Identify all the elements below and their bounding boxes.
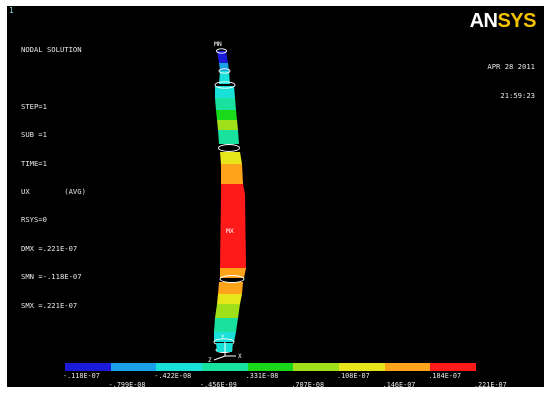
legend-color-bar	[65, 363, 476, 371]
legend-swatch	[65, 363, 111, 371]
info-line: SMN =-.118E-07	[21, 272, 82, 282]
max-marker: MX	[226, 227, 234, 235]
time-text: 21:59:23	[500, 90, 535, 100]
legend-swatch	[430, 363, 476, 371]
info-line: RSYS=0	[21, 215, 47, 225]
axis-z-label: Z	[208, 357, 212, 364]
min-marker: MN	[214, 40, 222, 48]
info-line: DMX =.221E-07	[21, 243, 78, 253]
info-line: STEP=1	[21, 101, 47, 111]
legend-swatch	[156, 363, 202, 371]
window-number: 1	[9, 6, 14, 15]
legend-label: -.422E-08	[154, 372, 192, 380]
legend-label: -.118E-07	[63, 372, 100, 380]
logo-part-2: SYS	[497, 10, 536, 32]
legend-swatch	[293, 363, 339, 371]
solution-info-panel: NODAL SOLUTION STEP=1 SUB =1 TIME=1 UX (…	[21, 26, 86, 329]
beam-model: MN MX Y X Z	[208, 40, 246, 364]
info-line: UX (AVG)	[21, 187, 86, 197]
axis-y-label: Y	[221, 334, 225, 341]
info-line: TIME=1	[21, 158, 47, 168]
graphics-viewport[interactable]: 1 NODAL SOLUTION STEP=1 SUB =1 TIME=1 UX…	[7, 6, 544, 387]
legend-label: .108E-07	[337, 372, 370, 380]
legend-swatch	[384, 363, 431, 371]
tube-segments	[214, 51, 246, 342]
ansys-logo: ANSYS	[469, 10, 537, 32]
legend-label: .331E-08	[245, 372, 279, 380]
date-text: APR 28 2011	[487, 62, 535, 72]
legend-label: -.456E-09	[200, 381, 237, 387]
legend-label: -.799E-08	[108, 381, 146, 387]
info-line: NODAL SOLUTION	[21, 45, 82, 55]
legend-label: .184E-07	[428, 372, 462, 380]
axis-x-label: X	[238, 353, 242, 360]
axis-triad	[213, 342, 236, 361]
logo-part-1: AN	[469, 10, 498, 32]
timestamp: APR 28 2011 21:59:23	[487, 43, 535, 120]
legend-label: .221E-07	[474, 381, 507, 387]
legend-swatch	[247, 363, 294, 371]
legend-label: .707E-08	[291, 381, 325, 387]
legend-swatch	[338, 363, 385, 371]
legend-swatch	[110, 363, 157, 371]
info-line: SMX =.221E-07	[21, 300, 78, 310]
info-line: SUB =1	[21, 130, 47, 140]
legend-swatch	[201, 363, 248, 371]
legend-label: .146E-07	[382, 381, 416, 387]
